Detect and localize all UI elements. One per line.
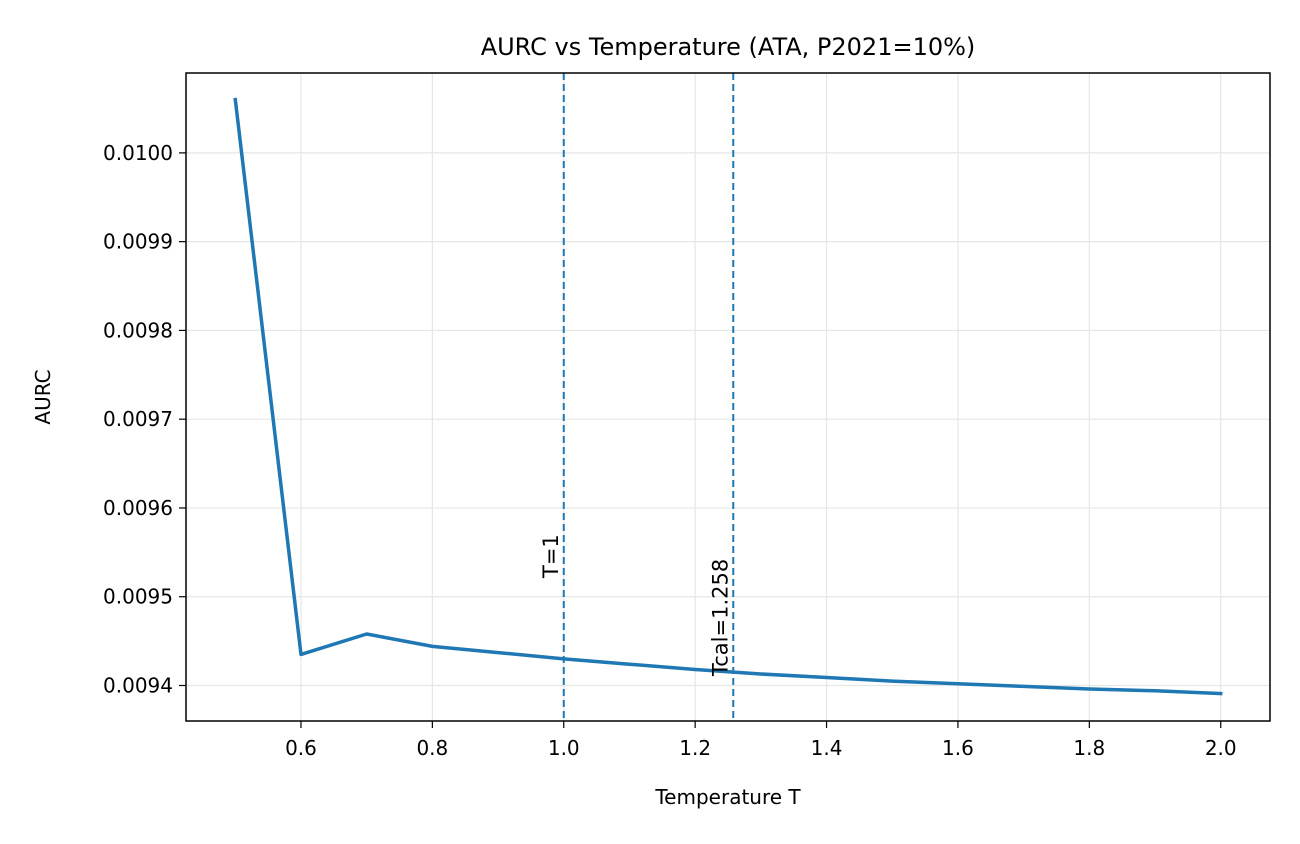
y-tick-label: 0.0097 — [103, 407, 173, 431]
series-line — [233, 97, 1223, 696]
y-tick-label: 0.0094 — [103, 673, 173, 697]
x-tick-label: 1.4 — [811, 736, 843, 760]
y-tick-label: 0.0095 — [103, 585, 173, 609]
plot-frame — [185, 72, 1271, 722]
y-axis-ticks: 0.0094 0.0095 0.0096 0.0097 0.0098 0.0099 0.01… — [103, 141, 186, 697]
x-tick-label: 1.0 — [548, 736, 580, 760]
x-axis-ticks: 0.6 0.8 1.0 1.2 1.4 1.6 1.8 2.0 — [285, 721, 1237, 760]
x-tick-label: 1.8 — [1073, 736, 1105, 760]
series-lines — [233, 97, 1223, 696]
x-tick-label: 1.2 — [679, 736, 711, 760]
grid-lines — [186, 73, 1270, 721]
y-tick-label: 0.0098 — [103, 318, 173, 342]
y-axis-label: AURC — [31, 369, 55, 424]
x-tick-label: 0.8 — [416, 736, 448, 760]
chart-title: AURC vs Temperature (ATA, P2021=10%) — [481, 33, 976, 61]
y-tick-label: 0.0100 — [103, 141, 173, 165]
x-tick-label: 1.6 — [942, 736, 974, 760]
x-tick-label: 2.0 — [1205, 736, 1237, 760]
reference-line-labels: T=1 Tcal=1.258 — [539, 534, 732, 677]
y-tick-label: 0.0099 — [103, 230, 173, 254]
reference-line-label: T=1 — [539, 534, 563, 579]
reference-lines — [562, 73, 735, 721]
x-tick-label: 0.6 — [285, 736, 317, 760]
x-axis-label: Temperature T — [654, 785, 801, 809]
reference-line-label: Tcal=1.258 — [708, 559, 732, 677]
y-tick-label: 0.0096 — [103, 496, 173, 520]
